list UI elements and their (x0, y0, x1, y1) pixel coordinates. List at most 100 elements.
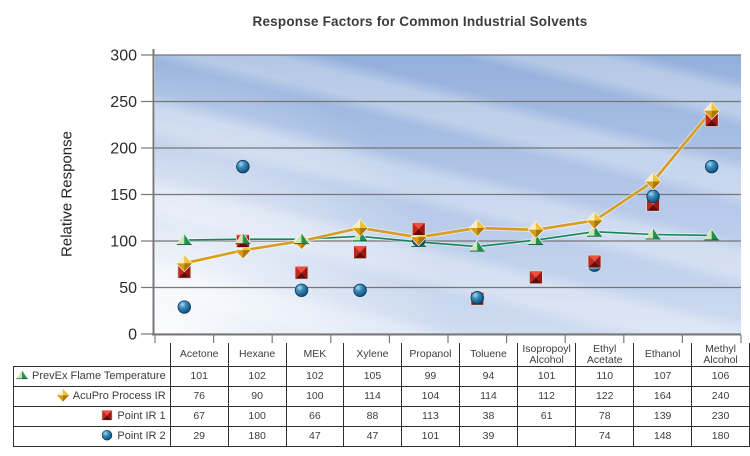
value-cell: 148 (633, 426, 693, 447)
column-header: Ethyl Acetate (575, 343, 635, 367)
triangle-marker (469, 239, 486, 252)
value-cell: 101 (400, 426, 460, 447)
circle-marker (102, 430, 113, 441)
value-cell: 180 (227, 426, 287, 447)
table-row: Point IR 2 29 180 47 47 101 39 74 148 180 (13, 426, 750, 447)
y-tick-label: 100 (110, 234, 137, 251)
y-tick-label: 50 (119, 280, 137, 297)
square-marker (529, 270, 543, 285)
circle-marker (177, 300, 192, 314)
value-cell: 114 (343, 386, 402, 407)
value-cell: 38 (458, 406, 518, 427)
value-cell: 101 (516, 366, 577, 387)
value-cell: 39 (458, 426, 518, 447)
value-cell: 74 (575, 426, 635, 447)
value-cell: 47 (285, 426, 345, 447)
column-header: Hexane (227, 343, 287, 367)
value-cell: 164 (633, 386, 693, 407)
series-line (184, 109, 713, 265)
y-tick-label: 150 (110, 187, 137, 204)
diamond-marker (703, 101, 721, 120)
diamond-marker (468, 219, 486, 237)
value-cell: 102 (227, 366, 287, 387)
square-marker (101, 409, 113, 421)
value-cell: 90 (227, 386, 287, 407)
value-cell: 76 (169, 386, 229, 407)
legend-marker-icon (100, 428, 114, 445)
circle-marker (705, 159, 719, 174)
column-header: Ethanol (633, 343, 693, 367)
legend-label: Point IR 2 (117, 430, 166, 442)
value-cell: 180 (691, 426, 750, 447)
value-cell (516, 426, 577, 447)
column-header: MEK (285, 343, 345, 367)
circle-marker (470, 291, 485, 305)
value-cell: 230 (691, 406, 750, 427)
value-cell: 100 (227, 406, 287, 427)
value-cell: 122 (575, 386, 635, 407)
value-cell: 100 (285, 386, 345, 407)
triangle-marker (176, 232, 193, 246)
legend-square-icon (101, 409, 113, 421)
value-cell: 67 (169, 406, 229, 427)
diamond-marker (527, 220, 545, 239)
circle-marker (236, 159, 250, 174)
diamond-marker (175, 254, 193, 273)
value-cell: 240 (691, 386, 750, 407)
circle-marker (646, 189, 660, 204)
value-cell: 139 (633, 406, 693, 427)
column-header: Methyl Alcohol (691, 343, 750, 367)
legend-triangle-icon (15, 369, 29, 380)
triangle-marker (586, 224, 603, 237)
value-cell: 104 (400, 386, 460, 407)
value-cell: 105 (343, 366, 402, 387)
y-tick-label: 300 (110, 48, 137, 65)
triangle-marker (644, 227, 662, 240)
table-header-row: Acetone Hexane MEK Xylene Propanol Toluene Iso… (14, 343, 750, 367)
legend-marker-icon (15, 368, 29, 385)
column-header: Toluene (458, 343, 518, 367)
triangle-marker (234, 232, 252, 245)
column-header: Xylene (343, 343, 402, 367)
diamond-marker (586, 211, 603, 230)
value-cell: 112 (516, 386, 577, 407)
triangle-marker (15, 369, 29, 380)
legend-label: Point IR 1 (117, 410, 166, 422)
circle-marker (294, 283, 309, 297)
value-cell: 107 (633, 366, 693, 387)
table-row: Point IR 1 67 100 66 88 113 38 61 78 139 230 (13, 406, 750, 427)
diamond-marker (56, 388, 70, 403)
square-marker (411, 222, 426, 236)
chart-title: Response Factors for Common Industrial S… (252, 14, 588, 29)
value-cell: 61 (516, 406, 577, 427)
value-cell: 94 (458, 366, 518, 387)
legend-diamond-icon (56, 388, 70, 403)
value-cell: 99 (400, 366, 460, 387)
legend-marker-icon (100, 408, 114, 425)
column-header: Propanol (400, 343, 460, 367)
data-table: Acetone Hexane MEK Xylene Propanol Toluene Iso… (13, 343, 750, 447)
value-cell: 110 (575, 366, 635, 387)
value-cell: 66 (285, 406, 345, 427)
square-marker (294, 265, 309, 280)
triangle-marker (703, 228, 720, 241)
legend-cell: Point IR 1 (13, 406, 171, 427)
square-marker (587, 254, 602, 269)
legend-cell: Point IR 2 (13, 426, 171, 447)
value-cell: 101 (169, 366, 229, 387)
diamond-marker (644, 172, 662, 191)
table-row: AcuPro Process IR 76 90 100 114 104 114 112 122 1… (13, 386, 750, 407)
legend-cell: PrevEx Flame Temperature (13, 366, 171, 387)
value-cell: 29 (169, 426, 229, 447)
triangle-marker (293, 232, 310, 245)
square-marker (353, 245, 368, 260)
value-cell: 106 (691, 366, 750, 387)
value-cell: 47 (343, 426, 402, 447)
table-corner-blank (14, 343, 171, 367)
column-header: Acetone (169, 343, 229, 367)
y-tick-label: 200 (110, 141, 137, 158)
value-cell: 88 (343, 406, 402, 427)
series-line (184, 230, 712, 248)
value-cell: 78 (575, 406, 635, 427)
